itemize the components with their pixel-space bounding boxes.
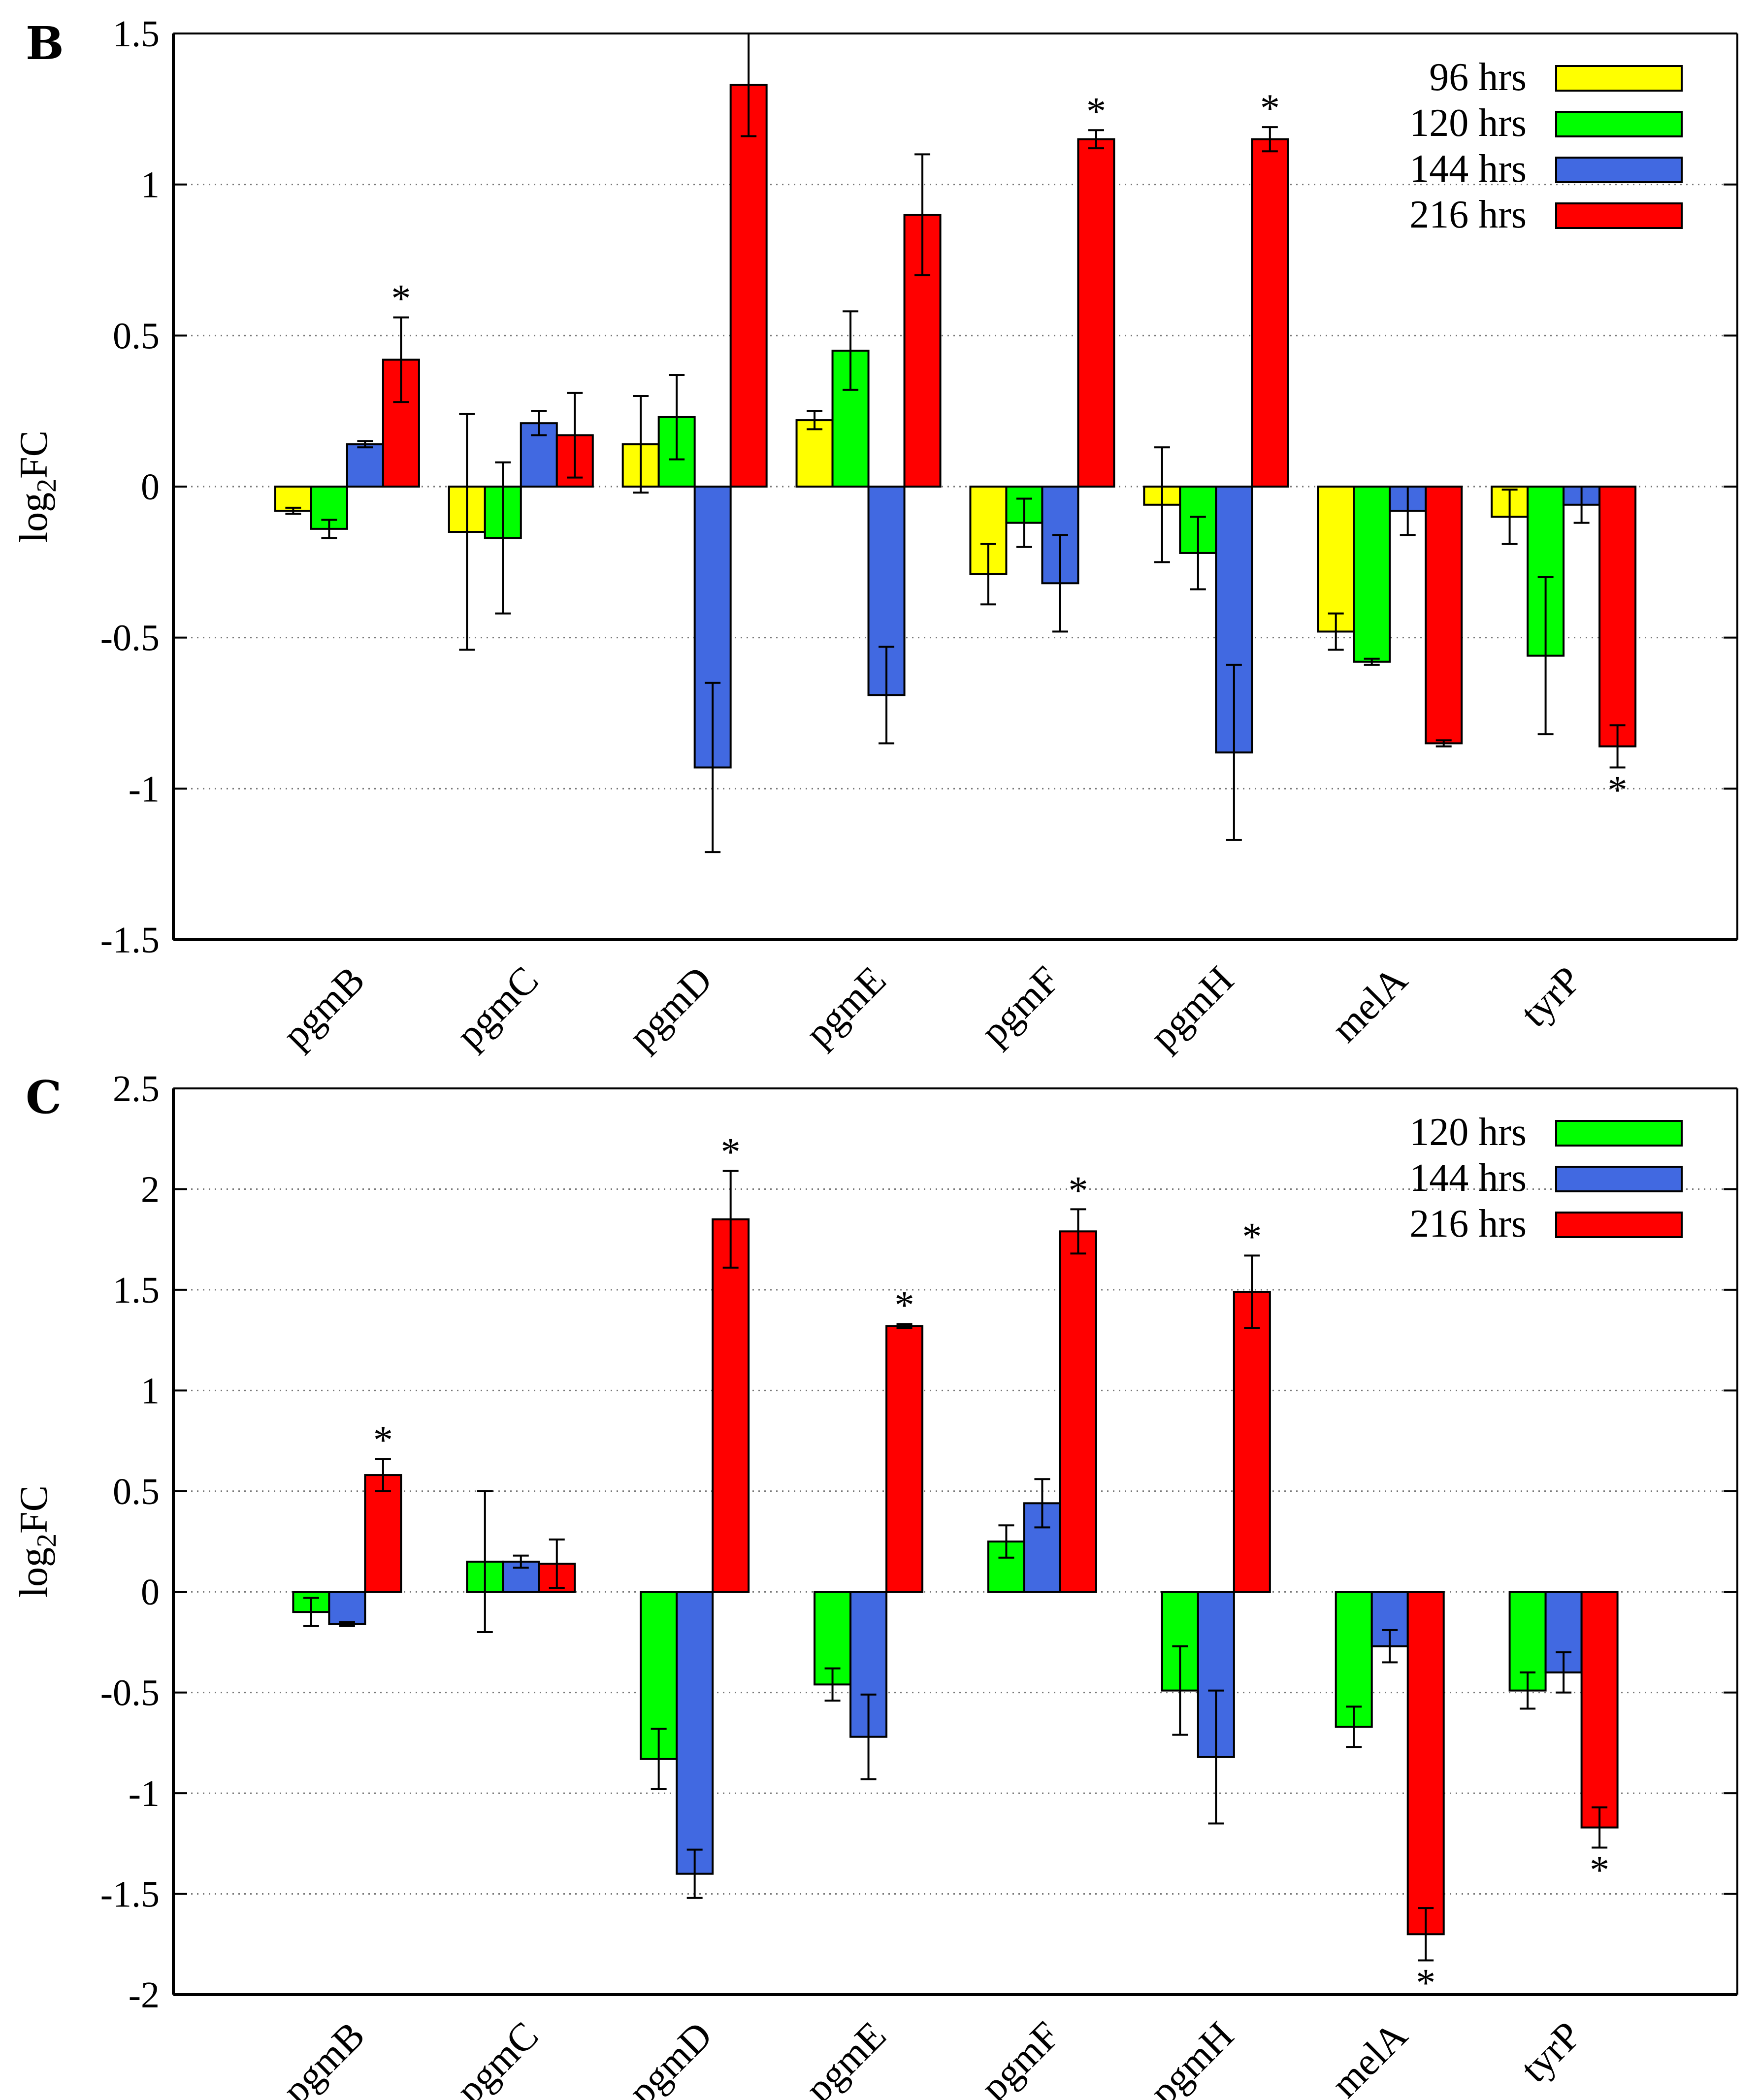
bar [346,443,384,488]
bar [1425,486,1463,745]
y-tick-label: 1.5 [113,13,160,55]
significance-star: * [391,277,411,321]
bar [364,1474,402,1593]
category-label: pgmH [1141,958,1242,1059]
bar [885,1325,924,1593]
bar [712,1218,750,1593]
legend-label: 216 hrs [1409,1202,1527,1246]
y-tick-label: -0.5 [100,1673,160,1714]
significance-star: * [1608,768,1628,812]
significance-star: * [373,1418,393,1462]
legend-label: 96 hrs [1429,56,1527,99]
legend-label: 216 hrs [1409,193,1527,236]
category-label: pgmB [274,2014,373,2100]
panel-c: C * * * * * * * 2.5 2 1.5 1 0.5 0 -0.5 -1 -1.5 -2 pgmB pgmC… [12,1068,1738,2100]
bar [1353,486,1391,663]
legend-swatch [1555,111,1683,137]
significance-star: * [1590,1849,1609,1892]
legend-swatch [1555,1212,1683,1238]
panel-b: B * * * * 1.5 1 0.5 0 -0.5 -1 -1.5 pgmB pgmC pgmD pgmE p… [12,13,1738,1059]
significance-star: * [1086,90,1106,133]
category-label: pgmD [620,2014,721,2100]
bar [1077,138,1115,488]
category-label: pgmE [797,2014,894,2100]
panel-letter: B [26,17,64,70]
bar [729,84,768,488]
panel-letter: C [26,1071,62,1124]
y-tick-label: -1.5 [100,1874,160,1915]
bar [1317,486,1355,633]
bar [640,1591,678,1760]
y-tick-label: 0 [141,466,160,508]
y-tick-label: 1 [141,1370,160,1411]
significance-star: * [1068,1169,1088,1212]
legend-label: 144 hrs [1409,1156,1527,1200]
bar [1406,1591,1445,1936]
legend-swatch [1555,157,1683,183]
category-label: tyrP [1512,2014,1590,2091]
legend-label: 120 hrs [1409,101,1527,145]
significance-star: * [1416,1961,1435,2004]
category-label: pgmC [448,2014,547,2100]
y-tick-label: 2 [141,1169,160,1210]
bar [795,419,834,488]
bar [1335,1591,1373,1728]
category-label: pgmF [973,2014,1068,2100]
bar [1233,1290,1271,1593]
y-tick-label: -1 [129,768,160,810]
category-label: pgmB [274,958,373,1057]
legend-swatch [1555,202,1683,229]
y-tick-label: 0 [141,1572,160,1613]
legend-swatch [1555,1166,1683,1192]
y-tick-label: 1.5 [113,1270,160,1311]
significance-star: * [721,1131,741,1174]
legend-label: 144 hrs [1409,147,1527,191]
bar [1598,486,1637,748]
category-label: melA [1323,958,1416,1050]
y-tick-label: -1 [129,1773,160,1814]
y-axis-label: log2FC [12,430,62,543]
category-label: pgmH [1141,2014,1242,2100]
category-label: melA [1323,2013,1416,2100]
category-label: pgmF [973,958,1068,1054]
significance-star: * [895,1283,914,1327]
category-label: pgmC [448,958,547,1057]
category-label: pgmE [797,958,894,1055]
y-tick-label: 0.5 [113,1471,160,1512]
significance-star: * [1242,1215,1262,1258]
legend-label: 120 hrs [1409,1111,1527,1154]
legend-swatch [1555,65,1683,92]
bar [328,1591,366,1625]
legend-swatch [1555,1120,1683,1147]
significance-star: * [1260,87,1280,130]
bar [676,1591,714,1875]
y-tick-label: -1.5 [100,919,160,961]
bar [1580,1591,1619,1829]
y-tick-label: -0.5 [100,618,160,659]
category-label: tyrP [1512,958,1590,1036]
bar [1251,138,1289,488]
y-tick-label: 1 [141,164,160,206]
y-tick-label: -2 [129,1974,160,2016]
y-axis-label: log2FC [12,1485,62,1598]
y-tick-label: 0.5 [113,315,160,357]
bar [1059,1230,1097,1593]
y-tick-label: 2.5 [113,1068,160,1110]
category-label: pgmD [620,958,721,1059]
